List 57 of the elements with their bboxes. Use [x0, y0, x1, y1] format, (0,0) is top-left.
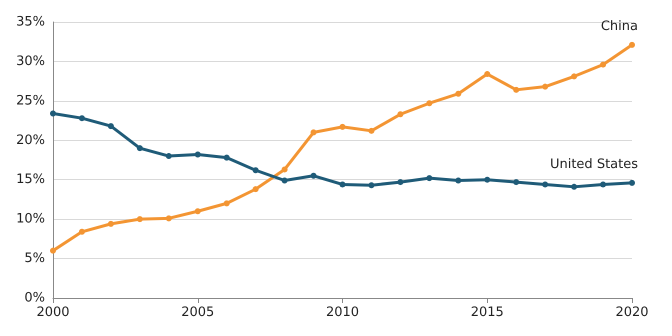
y-tick-label: 0%	[24, 290, 45, 306]
y-tick-label: 25%	[16, 93, 45, 108]
point	[310, 172, 317, 179]
x-tick-label: 2005	[181, 305, 214, 320]
point	[542, 84, 548, 90]
point	[426, 100, 432, 106]
point	[166, 153, 172, 160]
point	[513, 86, 520, 93]
point	[166, 215, 172, 222]
x-tick-label: 2020	[615, 305, 649, 320]
point	[629, 180, 635, 186]
point	[194, 208, 201, 214]
point	[340, 124, 346, 130]
point	[50, 110, 56, 116]
point	[484, 176, 490, 183]
y-tick-label: 10%	[16, 212, 45, 227]
point	[542, 181, 548, 188]
point	[397, 179, 404, 186]
point	[340, 181, 346, 188]
point	[136, 216, 143, 222]
point	[310, 129, 317, 136]
y-tick-label: 20%	[16, 132, 45, 148]
x-tick-label: 2000	[36, 305, 70, 320]
point	[108, 220, 114, 227]
point	[252, 186, 259, 192]
point	[282, 178, 288, 184]
point	[426, 175, 432, 182]
point	[571, 73, 578, 80]
point	[50, 248, 56, 254]
point	[108, 123, 114, 130]
point	[600, 181, 606, 188]
point	[78, 228, 85, 235]
point	[224, 154, 230, 161]
point	[571, 184, 578, 190]
point	[397, 111, 404, 118]
point	[484, 71, 490, 78]
point	[194, 151, 201, 158]
x-tick-label: 2015	[470, 305, 504, 320]
point	[455, 90, 462, 97]
y-tick-label: 5%	[24, 251, 45, 266]
point	[455, 178, 462, 184]
point	[78, 115, 85, 122]
point	[282, 166, 288, 172]
point	[136, 145, 143, 152]
point	[224, 200, 230, 206]
point	[629, 42, 635, 48]
point	[368, 128, 374, 134]
x-tick-label: 2010	[326, 305, 360, 320]
y-tick-label: 15%	[16, 172, 45, 188]
point	[252, 167, 259, 174]
y-tick-label: 35%	[16, 14, 45, 30]
point	[368, 182, 374, 188]
series-label: China	[600, 18, 638, 34]
series-label: United States	[550, 156, 638, 172]
y-tick-label: 30%	[16, 54, 45, 69]
point	[600, 62, 606, 68]
point	[513, 179, 520, 186]
